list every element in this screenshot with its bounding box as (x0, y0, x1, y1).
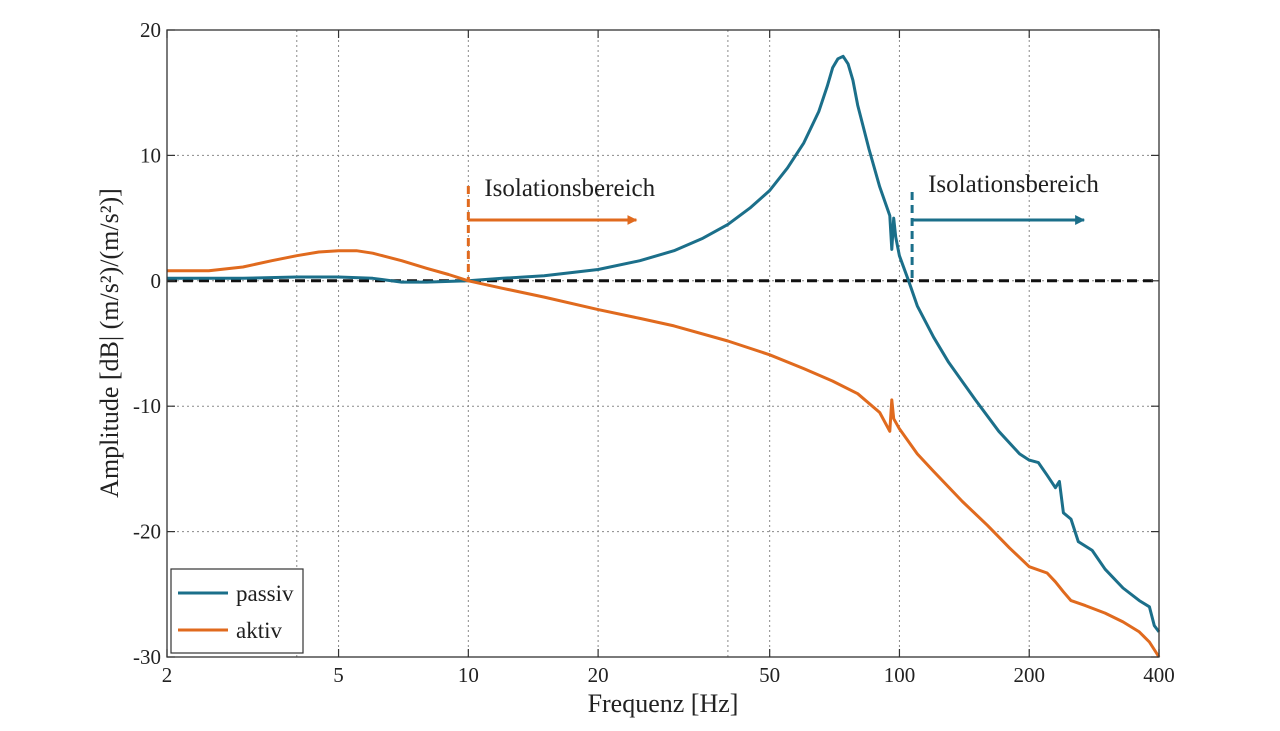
isolation-label: Isolationsbereich (484, 175, 655, 202)
series-line-aktiv (167, 249, 1161, 658)
y-tick-label: -20 (133, 520, 161, 544)
x-axis-title: Frequenz [Hz] (588, 689, 739, 718)
legend-label-aktiv: aktiv (236, 618, 282, 643)
x-tick-label: 100 (884, 663, 916, 687)
x-tick-label: 5 (333, 663, 344, 687)
isolation-label: Isolationsbereich (928, 171, 1099, 198)
y-tick-label: 10 (140, 143, 161, 167)
x-tick-label: 50 (759, 663, 780, 687)
x-tick-label: 200 (1013, 663, 1045, 687)
y-tick-label: 20 (140, 18, 161, 42)
x-axis-ticks: 2 5 10 20 50 100 200 400 (162, 30, 1175, 687)
y-tick-label: -30 (133, 645, 161, 669)
legend-box (170, 568, 304, 654)
series-line-passiv (167, 54, 1161, 633)
plot-frame (166, 29, 1160, 658)
y-axis-title: Amplitude [dB| (m/s²)/(m/s²)] (95, 188, 124, 498)
x-tick-label: 20 (588, 663, 609, 687)
y-tick-label: 0 (151, 269, 162, 293)
y-axis-ticks: -30 -20 -10 0 10 20 (133, 18, 1159, 669)
legend-label-passiv: passiv (236, 581, 294, 606)
y-tick-label: -10 (133, 394, 161, 418)
x-tick-label: 2 (162, 663, 173, 687)
annotations: Isolationsbereich Isolationsbereich (466, 171, 1099, 281)
legend: passiv aktiv (170, 568, 304, 654)
x-tick-label: 10 (458, 663, 479, 687)
x-tick-label: 400 (1143, 663, 1175, 687)
series-lines (167, 54, 1161, 658)
